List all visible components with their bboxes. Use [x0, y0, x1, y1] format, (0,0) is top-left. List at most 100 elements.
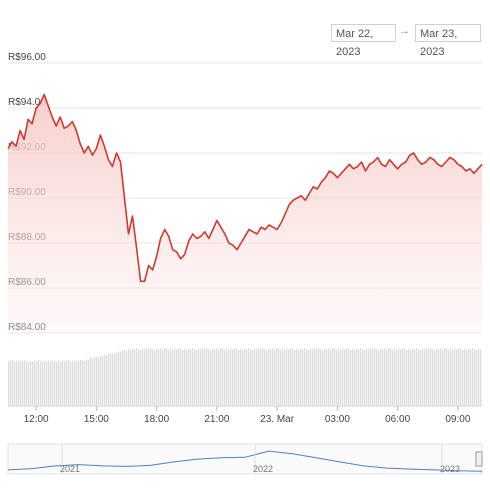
volume-bar — [416, 348, 418, 405]
volume-bar — [308, 349, 310, 405]
volume-bar — [430, 348, 432, 405]
volume-bar — [34, 360, 36, 405]
volume-bar — [132, 348, 134, 405]
volume-bar — [390, 348, 392, 405]
volume-bar — [192, 348, 194, 405]
x-tick-label: 06:00 — [385, 414, 410, 425]
volume-bar — [454, 348, 456, 405]
volume-bar — [428, 349, 430, 405]
volume-bar — [86, 359, 88, 405]
volume-bar — [334, 348, 336, 405]
volume-bar — [420, 349, 422, 405]
volume-bar — [92, 358, 94, 405]
volume-bar — [336, 349, 338, 405]
volume-bar — [64, 361, 66, 405]
volume-bar — [12, 360, 14, 405]
volume-bar — [76, 360, 78, 405]
volume-bar — [20, 360, 22, 405]
volume-bar — [422, 348, 424, 405]
volume-bar — [168, 349, 170, 405]
volume-bar — [372, 349, 374, 405]
volume-bar — [158, 349, 160, 405]
volume-bar — [304, 348, 306, 405]
x-tick-label: 09:00 — [445, 414, 470, 425]
volume-bar — [190, 349, 192, 405]
volume-bar — [472, 348, 474, 405]
volume-bar — [66, 360, 68, 405]
price-series — [7, 93, 483, 333]
volume-bar — [400, 349, 402, 405]
volume-bar — [72, 360, 74, 405]
volume-bar — [282, 348, 284, 405]
volume-bar — [388, 348, 390, 405]
volume-bar — [184, 348, 186, 405]
volume-bar — [288, 349, 290, 405]
volume-bar — [298, 349, 300, 405]
volume-bar — [24, 360, 26, 405]
volume-bar — [322, 349, 324, 405]
volume-bar — [254, 348, 256, 405]
navigator-handle[interactable] — [475, 451, 483, 467]
volume-bar — [316, 349, 318, 405]
volume-bar — [70, 361, 72, 405]
volume-bar — [348, 348, 350, 405]
volume-bar — [310, 348, 312, 405]
volume-bar — [386, 349, 388, 405]
volume-bar — [426, 348, 428, 405]
volume-bar — [392, 349, 394, 405]
volume-bar — [270, 349, 272, 405]
volume-bar — [16, 360, 18, 405]
volume-bar — [128, 349, 130, 405]
volume-bar — [26, 360, 28, 405]
volume-bar — [14, 361, 16, 405]
volume-bar — [58, 360, 60, 405]
navigator[interactable]: 2021 2022 2023 — [7, 443, 483, 475]
volume-bar — [276, 348, 278, 405]
volume-bar — [456, 349, 458, 405]
volume-bar — [102, 356, 104, 405]
volume-bar — [272, 348, 274, 405]
volume-bar — [260, 349, 262, 405]
volume-bar — [404, 348, 406, 405]
navigator-year-label: 2021 — [60, 464, 80, 474]
volume-bar — [122, 349, 124, 405]
volume-bar — [382, 349, 384, 405]
price-area — [8, 94, 482, 333]
volume-bar — [32, 361, 34, 405]
volume-bar — [446, 348, 448, 405]
volume-bar — [144, 349, 146, 405]
y-tick-label: R$96.00 — [8, 52, 46, 63]
volume-bar — [402, 348, 404, 405]
volume-bar — [398, 348, 400, 405]
volume-bar — [332, 348, 334, 405]
volume-bars — [8, 348, 482, 405]
date-to-input[interactable]: Mar 23, 2023 — [415, 24, 481, 58]
volume-bar — [176, 349, 178, 405]
navigator-year-label: 2022 — [253, 464, 273, 474]
volume-bar — [384, 348, 386, 405]
volume-bar — [292, 348, 294, 405]
price-line — [7, 93, 483, 283]
volume-bar — [140, 349, 142, 405]
navigator-line — [7, 450, 483, 472]
volume-bar — [142, 348, 144, 405]
volume-bar — [364, 349, 366, 405]
volume-bar — [228, 349, 230, 405]
volume-bar — [222, 348, 224, 405]
volume-bar — [474, 348, 476, 405]
volume-bar — [340, 349, 342, 405]
volume-bar — [242, 349, 244, 405]
volume-bar — [268, 348, 270, 405]
volume-bar — [126, 350, 128, 405]
volume-bar — [314, 348, 316, 405]
volume-bar — [432, 348, 434, 405]
volume-bar — [178, 348, 180, 405]
volume-bar — [302, 349, 304, 405]
volume-bar — [28, 361, 30, 405]
volume-bar — [96, 357, 98, 405]
volume-bar — [480, 349, 482, 405]
volume-bar — [196, 349, 198, 405]
volume-bar — [194, 348, 196, 405]
date-from-input[interactable]: Mar 22, 2023 — [331, 24, 396, 58]
volume-bar — [130, 349, 132, 405]
